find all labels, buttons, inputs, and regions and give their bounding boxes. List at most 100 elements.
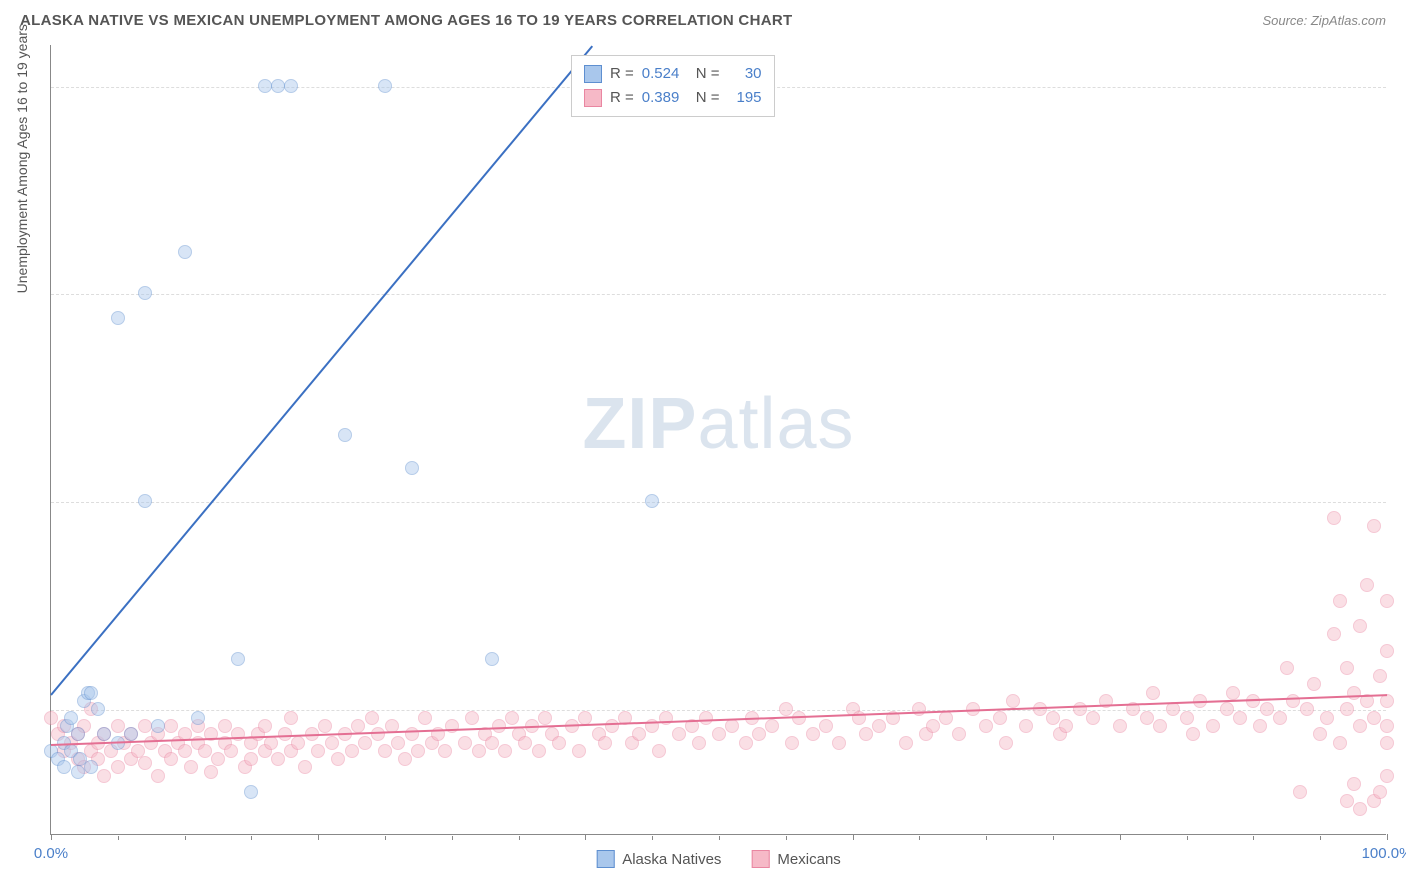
mexican-point [1333, 736, 1347, 750]
mexican-point [485, 736, 499, 750]
mexican-point [1140, 711, 1154, 725]
mexican-point [391, 736, 405, 750]
mexican-point [999, 736, 1013, 750]
mexican-point [1220, 702, 1234, 716]
mexican-point [1073, 702, 1087, 716]
alaska-point [378, 79, 392, 93]
chart-title: ALASKA NATIVE VS MEXICAN UNEMPLOYMENT AM… [20, 12, 792, 29]
mexican-point [1086, 711, 1100, 725]
x-tick-minor [118, 836, 119, 840]
mexican-point [458, 736, 472, 750]
x-tick-minor [1320, 836, 1321, 840]
mexican-point [725, 719, 739, 733]
mexican-point [472, 744, 486, 758]
mexican-point [1226, 686, 1240, 700]
legend-swatch [751, 850, 769, 868]
mexican-point [1353, 802, 1367, 816]
mexican-point [138, 756, 152, 770]
mexican-point [598, 736, 612, 750]
mexican-point [465, 711, 479, 725]
mexican-point [111, 760, 125, 774]
mexican-point [1367, 519, 1381, 533]
stats-box: R =0.524N =30R =0.389N =195 [571, 55, 775, 117]
mexican-point [1006, 694, 1020, 708]
mexican-point [358, 736, 372, 750]
mexican-point [204, 765, 218, 779]
mexican-point [1313, 727, 1327, 741]
y-tick-label: 100.0% [1396, 78, 1406, 95]
mexican-point [325, 736, 339, 750]
alaska-point [71, 727, 85, 741]
x-tick-minor [1253, 836, 1254, 840]
mexican-point [97, 769, 111, 783]
mexican-point [1166, 702, 1180, 716]
y-tick-label: 50.0% [1396, 494, 1406, 511]
mexican-point [532, 744, 546, 758]
mexican-point [572, 744, 586, 758]
alaska-point [57, 760, 71, 774]
mexican-point [1340, 794, 1354, 808]
mexican-point [926, 719, 940, 733]
mexican-point [311, 744, 325, 758]
alaska-point [111, 311, 125, 325]
watermark: ZIPatlas [582, 383, 854, 465]
mexican-point [411, 744, 425, 758]
mexican-point [605, 719, 619, 733]
mexican-point [1153, 719, 1167, 733]
alaska-point [405, 461, 419, 475]
x-tick [585, 834, 586, 840]
mexican-point [1327, 627, 1341, 641]
mexican-point [318, 719, 332, 733]
stat-r-value: 0.389 [642, 86, 688, 110]
mexican-point [806, 727, 820, 741]
mexican-point [1353, 719, 1367, 733]
mexican-point [899, 736, 913, 750]
stat-n-value: 195 [728, 86, 762, 110]
mexican-point [1280, 661, 1294, 675]
x-tick-minor [452, 836, 453, 840]
mexican-point [1286, 694, 1300, 708]
mexican-point [692, 736, 706, 750]
x-tick-minor [185, 836, 186, 840]
mexican-point [578, 711, 592, 725]
mexican-point [859, 727, 873, 741]
mexican-point [438, 744, 452, 758]
alaska-point [64, 711, 78, 725]
alaska-point [138, 286, 152, 300]
mexican-point [1380, 644, 1394, 658]
mexican-point [1367, 711, 1381, 725]
alaska-point [138, 494, 152, 508]
source-attribution: Source: ZipAtlas.com [1262, 13, 1386, 28]
mexican-point [184, 760, 198, 774]
mexican-point [1273, 711, 1287, 725]
stat-r-label: R = [610, 62, 634, 86]
x-tick-label: 100.0% [1362, 845, 1406, 862]
mexican-point [1340, 702, 1354, 716]
mexican-point [632, 727, 646, 741]
alaska-point [231, 652, 245, 666]
mexican-point [1300, 702, 1314, 716]
mexican-point [1380, 736, 1394, 750]
mexican-point [518, 736, 532, 750]
grid-line [51, 294, 1386, 295]
mexican-point [418, 711, 432, 725]
mexican-point [164, 719, 178, 733]
mexican-point [832, 736, 846, 750]
alaska-point [191, 711, 205, 725]
legend-swatch [596, 850, 614, 868]
mexican-point [1340, 661, 1354, 675]
stat-swatch [584, 89, 602, 107]
stats-row: R =0.524N =30 [584, 62, 762, 86]
mexican-point [1347, 777, 1361, 791]
x-tick [1387, 834, 1388, 840]
mexican-point [872, 719, 886, 733]
alaska-point [244, 785, 258, 799]
mexican-point [1253, 719, 1267, 733]
alaska-point [284, 79, 298, 93]
mexican-point [198, 744, 212, 758]
mexican-point [1186, 727, 1200, 741]
mexican-point [351, 719, 365, 733]
mexican-point [345, 744, 359, 758]
alaska-point [258, 79, 272, 93]
mexican-point [378, 744, 392, 758]
